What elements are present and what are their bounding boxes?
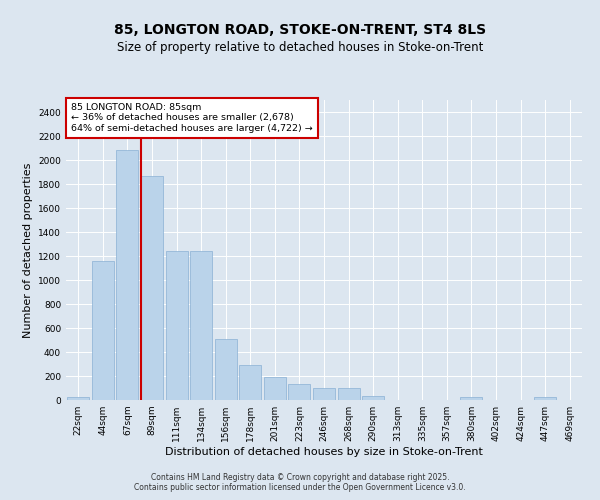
Text: 85 LONGTON ROAD: 85sqm
← 36% of detached houses are smaller (2,678)
64% of semi-: 85 LONGTON ROAD: 85sqm ← 36% of detached… — [71, 103, 313, 133]
Bar — [534, 397, 556, 400]
Bar — [166, 251, 188, 400]
Bar — [116, 150, 139, 400]
Bar — [313, 388, 335, 400]
Bar — [289, 384, 310, 400]
Text: Contains HM Land Registry data © Crown copyright and database right 2025.
Contai: Contains HM Land Registry data © Crown c… — [134, 473, 466, 492]
Text: 85, LONGTON ROAD, STOKE-ON-TRENT, ST4 8LS: 85, LONGTON ROAD, STOKE-ON-TRENT, ST4 8L… — [114, 22, 486, 36]
Bar — [92, 261, 114, 400]
Bar — [338, 388, 359, 400]
Bar — [239, 365, 262, 400]
X-axis label: Distribution of detached houses by size in Stoke-on-Trent: Distribution of detached houses by size … — [165, 447, 483, 457]
Bar — [215, 339, 237, 400]
Bar — [190, 251, 212, 400]
Bar — [141, 176, 163, 400]
Y-axis label: Number of detached properties: Number of detached properties — [23, 162, 32, 338]
Bar — [67, 397, 89, 400]
Bar — [362, 396, 384, 400]
Bar — [264, 376, 286, 400]
Text: Size of property relative to detached houses in Stoke-on-Trent: Size of property relative to detached ho… — [117, 41, 483, 54]
Bar — [460, 397, 482, 400]
